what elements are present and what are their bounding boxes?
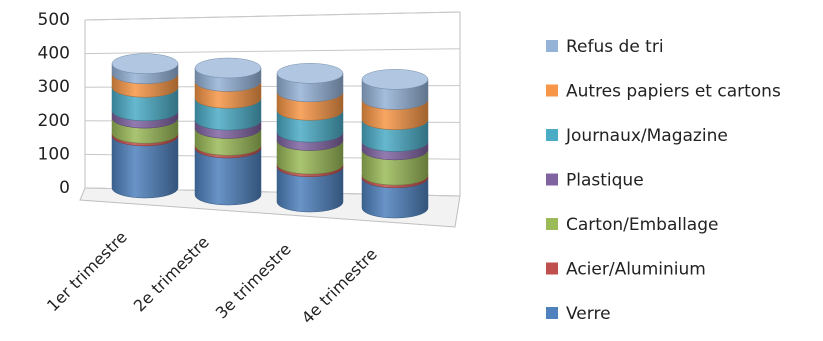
legend-item: Refus de tri bbox=[546, 37, 664, 57]
y-tick-label: 300 bbox=[38, 77, 70, 97]
legend-label: Plastique bbox=[566, 171, 644, 191]
bar-stack bbox=[276, 63, 344, 213]
legend-swatch bbox=[546, 262, 558, 275]
bar-stack bbox=[361, 69, 429, 219]
legend-item: Verre bbox=[546, 304, 611, 324]
bar-stack bbox=[111, 53, 179, 199]
bar-top bbox=[361, 69, 429, 90]
legend-item: Autres papiers et cartons bbox=[546, 82, 781, 102]
x-tick-label: 1er trimestre bbox=[43, 227, 131, 315]
legend-label: Carton/Emballage bbox=[566, 215, 718, 235]
legend-swatch bbox=[546, 40, 558, 52]
bar-top bbox=[276, 63, 344, 84]
y-tick-label: 400 bbox=[38, 44, 70, 64]
legend-label: Refus de tri bbox=[566, 37, 664, 57]
x-tick-label: 2e trimestre bbox=[130, 232, 213, 315]
legend-swatch bbox=[546, 129, 558, 141]
bars bbox=[111, 53, 429, 219]
legend-item: Plastique bbox=[546, 171, 644, 191]
legend: Refus de tri Autres papiers et cartons Jou… bbox=[546, 37, 781, 324]
y-tick-label: 200 bbox=[38, 111, 70, 131]
legend-item: Acier/Aluminium bbox=[546, 260, 706, 280]
legend-item: Journaux/Magazine bbox=[546, 126, 728, 146]
legend-label: Journaux/Magazine bbox=[565, 126, 728, 146]
legend-swatch bbox=[546, 307, 558, 319]
x-tick-label: 3e trimestre bbox=[212, 239, 295, 322]
bar-top bbox=[111, 53, 179, 74]
legend-swatch bbox=[546, 218, 558, 230]
legend-label: Acier/Aluminium bbox=[566, 260, 706, 280]
y-axis-ticks: 0 100 200 300 400 500 bbox=[38, 10, 70, 198]
y-tick-label: 0 bbox=[59, 178, 70, 198]
legend-swatch bbox=[546, 173, 558, 186]
legend-item: Carton/Emballage bbox=[546, 215, 718, 235]
bar-stack bbox=[194, 57, 262, 206]
bar-top bbox=[194, 57, 262, 79]
x-tick-label: 4e trimestre bbox=[298, 244, 381, 327]
legend-swatch bbox=[546, 84, 558, 97]
legend-label: Verre bbox=[566, 304, 611, 324]
y-tick-label: 500 bbox=[38, 10, 70, 30]
legend-label: Autres papiers et cartons bbox=[566, 82, 781, 102]
gridline bbox=[84, 11, 461, 21]
y-tick-label: 100 bbox=[38, 144, 70, 164]
gridline bbox=[84, 48, 461, 55]
